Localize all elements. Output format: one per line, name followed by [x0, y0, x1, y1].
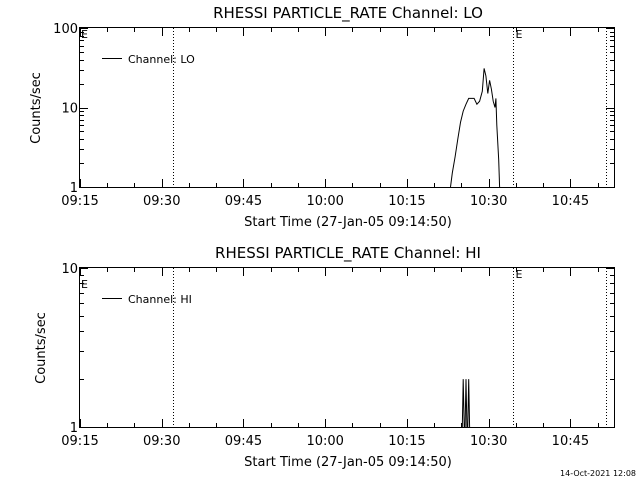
- hi-axis-ticks: 09:15 09:30 09:45 10:00 10:15 10:30 10:45 1 10: [61, 262, 614, 449]
- lo-x-axis-label: Start Time (27-Jan-05 09:14:50): [244, 215, 452, 230]
- lo-corner-e-label: E: [81, 28, 88, 41]
- hi-corner-e-label: E: [81, 278, 88, 291]
- lo-y-tick-label: 100: [53, 22, 78, 37]
- hi-x-tick-label: 09:15: [61, 434, 98, 449]
- hi-event-markers: E: [173, 268, 607, 427]
- lo-x-tick-label: 09:30: [143, 194, 180, 209]
- lo-x-tick-label: 10:15: [388, 194, 425, 209]
- lo-x-tick-label: 10:30: [470, 194, 507, 209]
- hi-x-tick-label: 10:30: [470, 434, 507, 449]
- lo-y-tick-label: 1: [70, 181, 78, 196]
- lo-x-tick-label: 10:00: [306, 194, 343, 209]
- hi-x-tick-label: 09:45: [225, 434, 262, 449]
- lo-axis-ticks: 09:15 09:30 09:45 10:00 10:15 10:30 10:45 1 10 10…: [53, 22, 614, 209]
- hi-series-line: [461, 379, 471, 428]
- hi-x-tick-label: 10:45: [552, 434, 589, 449]
- hi-x-tick-label: 10:00: [306, 434, 343, 449]
- lo-series-group: [450, 68, 501, 188]
- lo-x-tick-label: 09:15: [61, 194, 98, 209]
- lo-legend-label: Channel: LO: [128, 53, 195, 66]
- lo-plot-frame: [79, 27, 615, 188]
- lo-chart-title: RHESSI PARTICLE_RATE Channel: LO: [213, 4, 483, 23]
- hi-series-group: [461, 379, 471, 428]
- lo-x-tick-label: 10:45: [552, 194, 589, 209]
- hi-x-tick-label: 09:30: [143, 434, 180, 449]
- hi-channel-panel: RHESSI PARTICLE_RATE Channel: HI Counts/…: [34, 244, 615, 470]
- lo-series-line: [450, 68, 501, 188]
- hi-x-tick-label: 10:15: [388, 434, 425, 449]
- lo-y-tick-label: 10: [61, 102, 78, 117]
- hi-y-axis-label: Counts/sec: [34, 312, 49, 384]
- lo-x-tick-label: 09:45: [225, 194, 262, 209]
- hi-marker-label: E: [516, 268, 523, 281]
- hi-x-axis-label: Start Time (27-Jan-05 09:14:50): [244, 455, 452, 470]
- hi-plot-frame: [79, 267, 615, 428]
- lo-marker-label: E: [516, 28, 523, 41]
- lo-y-axis-label: Counts/sec: [29, 72, 44, 144]
- lo-channel-panel: RHESSI PARTICLE_RATE Channel: LO Counts/…: [29, 4, 615, 230]
- hi-y-tick-label: 1: [70, 421, 78, 436]
- lo-event-markers: E: [173, 28, 607, 187]
- hi-legend-label: Channel: HI: [128, 293, 192, 306]
- hi-chart-title: RHESSI PARTICLE_RATE Channel: HI: [215, 244, 481, 263]
- hi-y-tick-label: 10: [61, 262, 78, 277]
- footer-timestamp: 14-Oct-2021 12:08: [560, 469, 636, 478]
